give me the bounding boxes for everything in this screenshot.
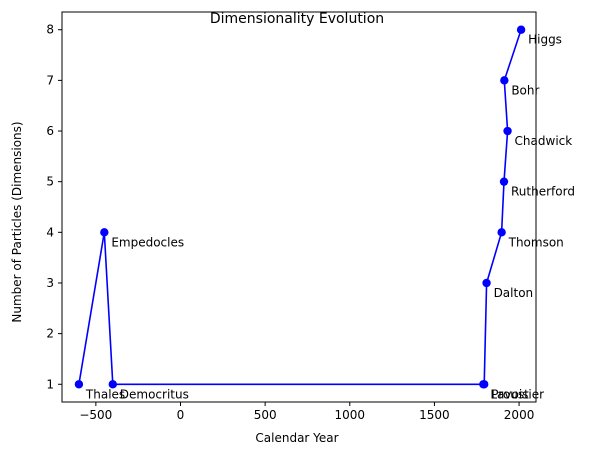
- point-label-dalton: Dalton: [494, 286, 534, 300]
- x-tick-label: −500: [79, 408, 112, 422]
- y-tick-label: 8: [46, 23, 54, 37]
- x-axis: −500 0 500 1000 1500 2000: [79, 402, 534, 422]
- y-tick-label: 7: [46, 73, 54, 87]
- data-point-dalton: [482, 278, 491, 288]
- point-label-chadwick: Chadwick: [515, 134, 573, 148]
- point-label-bohr: Bohr: [511, 83, 539, 97]
- series-line: [78, 29, 522, 386]
- x-tick-label: 2000: [504, 408, 535, 422]
- y-tick-label: 2: [46, 327, 54, 341]
- y-tick-label: 1: [46, 377, 54, 391]
- data-point-higgs: [516, 25, 526, 34]
- chart-title: Dimensionality Evolution: [210, 11, 384, 27]
- data-point-bohr: [500, 76, 509, 85]
- data-point-empedocles: [100, 228, 109, 237]
- point-label-proust: Proust: [491, 387, 529, 401]
- x-axis-title: Calendar Year: [255, 431, 338, 445]
- point-label-thales: Thales: [85, 387, 125, 401]
- data-point-chadwick: [503, 126, 512, 136]
- point-label-higgs: Higgs: [528, 33, 562, 47]
- data-point-proust: [479, 380, 489, 389]
- plot-area: Thales Empedocles Democritus LavoisierProus…: [74, 25, 575, 401]
- y-tick-label: 4: [46, 225, 54, 239]
- x-tick-label: 1000: [335, 408, 366, 422]
- data-point-thales: [74, 380, 84, 389]
- data-point-democritus: [108, 380, 117, 389]
- point-label-rutherford: Rutherford: [511, 185, 575, 199]
- point-label-democritus: Democritus: [120, 387, 189, 401]
- y-tick-label: 6: [46, 124, 54, 138]
- point-label-empedocles: Empedocles: [111, 235, 184, 249]
- data-point-thomson: [497, 228, 506, 237]
- data-point-rutherford: [499, 177, 509, 186]
- y-axis-title: Number of Particles (Dimensions): [10, 121, 24, 322]
- x-tick-label: 0: [177, 408, 185, 422]
- y-tick-label: 5: [46, 175, 54, 189]
- plot-frame: [61, 11, 537, 403]
- y-axis: 1 2 3 4 5 6 7 8: [46, 23, 62, 391]
- x-tick-label: 500: [254, 408, 277, 422]
- y-tick-label: 3: [46, 276, 54, 290]
- x-tick-label: 1500: [419, 408, 450, 422]
- point-label-lavoisier: Lavoisier: [490, 387, 544, 401]
